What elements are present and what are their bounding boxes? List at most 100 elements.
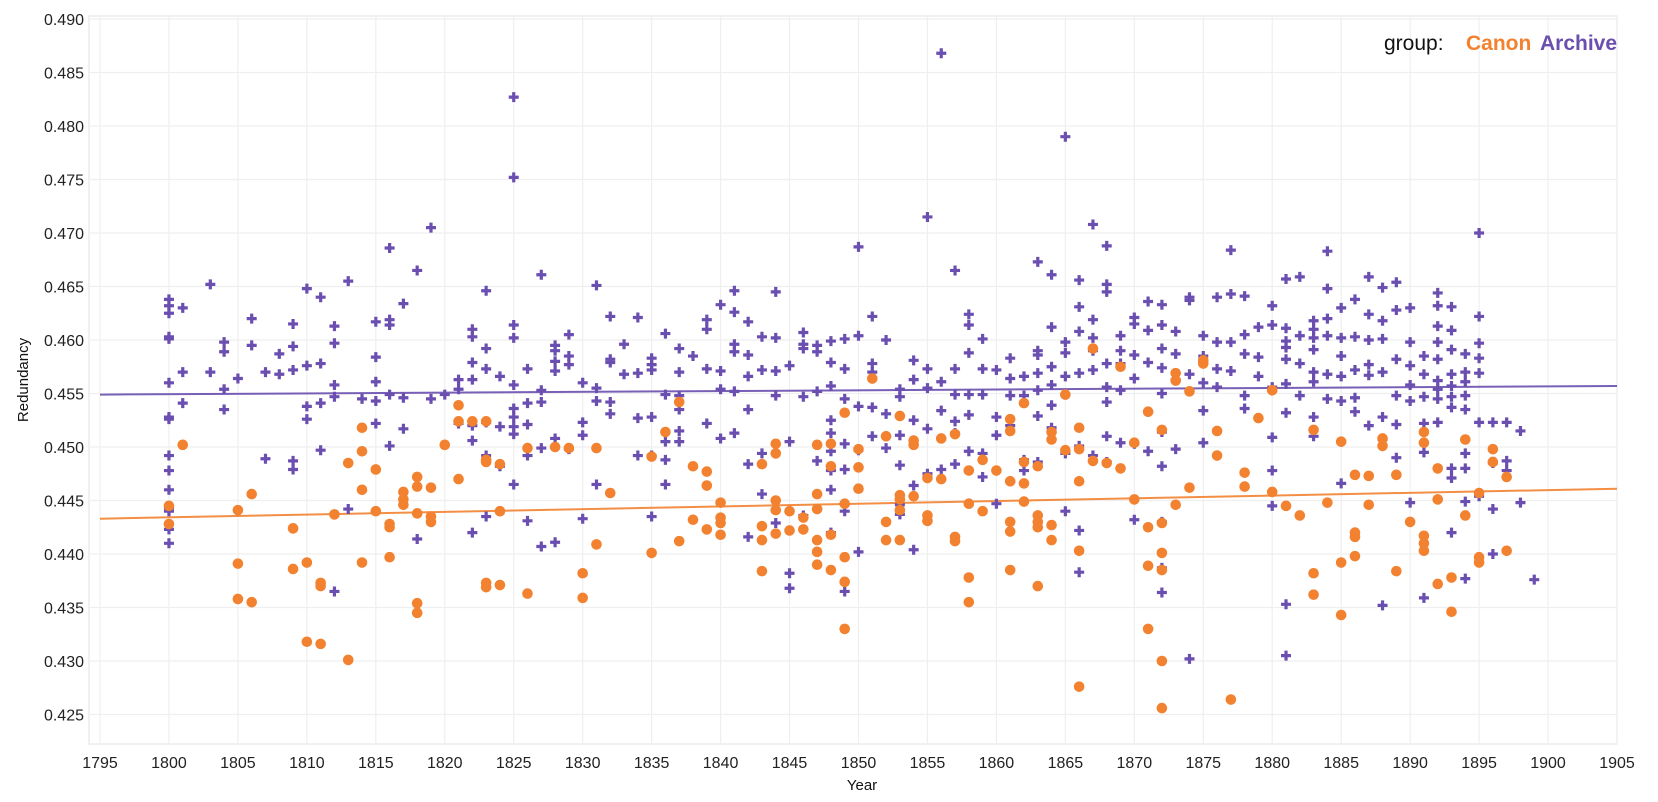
point-canon xyxy=(839,498,851,510)
point-canon xyxy=(1349,469,1361,481)
point-archive xyxy=(1074,275,1085,286)
y-tick-label: 0.435 xyxy=(44,601,84,618)
point-canon xyxy=(398,486,409,498)
point-archive xyxy=(1101,397,1112,408)
point-archive xyxy=(508,429,519,440)
point-canon xyxy=(811,503,823,515)
point-archive xyxy=(729,285,740,296)
point-archive xyxy=(825,428,836,439)
point-archive xyxy=(1405,302,1416,313)
point-archive xyxy=(632,450,643,461)
point-canon xyxy=(811,439,823,451)
point-archive xyxy=(1418,418,1429,429)
point-archive xyxy=(1032,410,1043,421)
point-canon xyxy=(991,465,1002,476)
point-canon xyxy=(1308,589,1319,600)
point-canon xyxy=(825,564,837,576)
point-archive xyxy=(839,363,850,374)
point-canon xyxy=(798,512,809,523)
point-canon xyxy=(839,407,851,419)
point-canon xyxy=(1073,422,1085,434)
point-archive xyxy=(1281,354,1292,365)
point-archive xyxy=(329,321,340,332)
point-archive xyxy=(853,401,864,412)
point-archive xyxy=(1087,314,1098,325)
point-archive xyxy=(1046,379,1057,390)
point-archive xyxy=(1074,525,1085,536)
point-archive xyxy=(550,340,561,351)
point-archive xyxy=(825,415,836,426)
point-archive xyxy=(1377,282,1388,293)
point-canon xyxy=(1404,516,1416,528)
point-archive xyxy=(1143,357,1154,368)
point-archive xyxy=(522,419,533,430)
point-archive xyxy=(1474,417,1485,428)
point-archive xyxy=(646,364,657,375)
point-canon xyxy=(811,488,823,500)
data-points xyxy=(163,48,1540,714)
point-archive xyxy=(288,455,299,466)
point-archive xyxy=(329,586,340,597)
y-tick-label: 0.430 xyxy=(44,654,84,671)
point-archive xyxy=(1115,437,1126,448)
x-tick-label: 1855 xyxy=(910,755,946,772)
point-canon xyxy=(1239,481,1250,492)
point-archive xyxy=(481,511,492,522)
point-archive xyxy=(1405,337,1416,348)
point-canon xyxy=(1142,623,1154,635)
point-canon xyxy=(1335,609,1347,621)
point-archive xyxy=(1336,395,1347,406)
point-canon xyxy=(1418,530,1430,542)
point-canon xyxy=(1418,538,1430,549)
legend-entry-archive[interactable]: Archive xyxy=(1540,32,1617,55)
point-canon xyxy=(356,445,368,457)
point-canon xyxy=(701,524,713,535)
plot-background xyxy=(88,15,1618,745)
point-archive xyxy=(384,389,395,400)
point-archive xyxy=(715,384,726,395)
point-archive xyxy=(329,391,340,402)
point-canon xyxy=(646,547,657,559)
point-archive xyxy=(1074,326,1085,337)
point-archive xyxy=(1460,573,1471,584)
point-archive xyxy=(812,346,823,357)
point-canon xyxy=(673,396,685,408)
point-canon xyxy=(784,525,795,536)
point-canon xyxy=(411,471,423,483)
point-archive xyxy=(1308,315,1319,326)
point-canon xyxy=(232,593,244,605)
point-archive xyxy=(1308,332,1319,343)
point-archive xyxy=(536,385,547,396)
point-archive xyxy=(1198,405,1209,416)
point-archive xyxy=(1432,384,1443,395)
point-canon xyxy=(411,607,423,619)
point-canon xyxy=(1018,496,1030,507)
point-canon xyxy=(604,487,616,499)
point-canon xyxy=(232,558,244,569)
point-archive xyxy=(784,360,795,371)
point-canon xyxy=(1087,455,1099,467)
point-canon xyxy=(756,534,768,546)
legend-entry-canon[interactable]: Canon xyxy=(1466,32,1531,55)
point-archive xyxy=(1377,315,1388,326)
point-archive xyxy=(1460,348,1471,359)
point-archive xyxy=(1474,338,1485,349)
point-canon xyxy=(1487,443,1499,455)
point-archive xyxy=(646,359,657,370)
point-archive xyxy=(908,415,919,426)
point-archive xyxy=(867,402,878,413)
point-archive xyxy=(1294,390,1305,401)
point-archive xyxy=(1432,321,1443,332)
point-archive xyxy=(825,446,836,457)
point-archive xyxy=(1391,277,1402,288)
point-archive xyxy=(163,308,174,319)
point-archive xyxy=(1349,392,1360,403)
point-canon xyxy=(356,484,368,496)
point-archive xyxy=(853,546,864,557)
point-archive xyxy=(825,381,836,392)
point-canon xyxy=(1156,424,1168,436)
point-archive xyxy=(977,471,988,482)
x-tick-label: 1805 xyxy=(220,755,256,772)
point-archive xyxy=(1460,404,1471,415)
point-archive xyxy=(1418,592,1429,603)
